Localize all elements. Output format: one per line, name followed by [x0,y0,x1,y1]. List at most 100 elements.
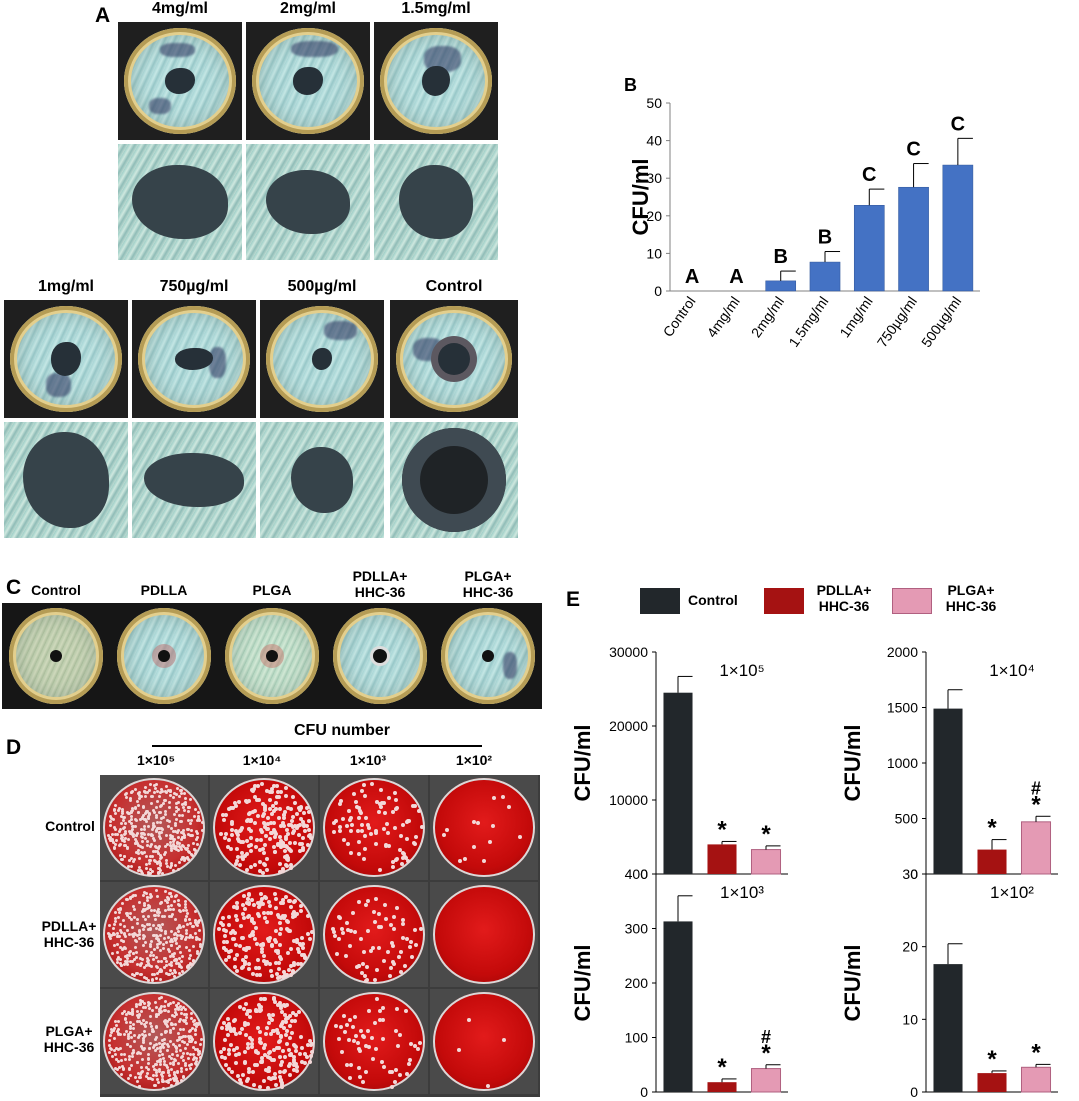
bar [707,844,737,874]
agar-plate-photo [118,22,242,140]
significance-letter: C [951,113,965,135]
legend-label: PLGA+ HHC-36 [945,582,997,614]
significance-asterisk: * [1031,791,1041,818]
dilution-label: 1×10⁴ [242,752,282,768]
panel-label-c: C [6,576,22,599]
concentration-label: 1mg/ml [37,278,94,295]
concentration-label: 500µg/ml [287,278,357,295]
significance-letter: B [773,246,787,268]
blood-agar-plate-photo [320,882,428,987]
y-tick-label: 30 [646,170,662,186]
y-tick-label: 0 [910,866,918,880]
chart-title: 1×10³ [720,883,764,902]
y-tick-label: 100 [625,1030,649,1046]
x-tick-label: 750µg/ml [874,294,920,351]
panel-c-photo-strip [2,603,542,709]
agar-plate-photo [132,300,256,418]
x-tick-label: 2mg/ml [748,294,787,341]
agar-plate-photo [436,603,540,709]
y-axis-label: CFU/ml [840,725,865,802]
blood-agar-plate-photo [100,882,208,987]
group-label: PDLLA+ HHC-36 [41,918,97,950]
dilution-label: 1×10² [455,752,493,768]
y-tick-label: 20 [646,208,662,224]
y-tick-label: 0 [640,1084,648,1098]
chart-title: 1×10² [990,883,1034,902]
bar [898,186,929,292]
zone-closeup-photo [4,422,128,538]
y-tick-label: 400 [625,866,649,882]
material-label: PLGA [252,582,292,598]
y-tick-label: 10000 [609,792,648,808]
concentration-label: 750µg/ml [159,278,229,295]
bar [933,964,963,1092]
significance-asterisk: * [761,821,771,848]
bar [1020,821,1052,875]
material-label: PDLLA [140,582,188,598]
cfu-header-line [152,745,482,747]
significance-hash: # [761,1027,771,1047]
y-tick-label: 0 [640,866,648,880]
legend-swatch-pdlla [764,588,804,614]
y-axis-label: CFU/ml [628,159,653,236]
x-tick-label: 500µg/ml [918,294,964,351]
legend: Control PDLLA+ HHC-36 PLGA+ HHC-36 [640,580,1060,626]
chart-title: 1×10⁵ [719,661,764,680]
concentration-label: 1.5mg/ml [401,0,471,17]
concentration-label: Control [425,278,483,295]
y-tick-label: 40 [646,133,662,149]
blood-agar-plate-photo [210,989,318,1094]
bar [707,1082,737,1092]
blood-agar-plate-photo [100,989,208,1094]
group-label: Control [45,818,95,834]
blood-agar-plate-photo [320,775,428,880]
blood-agar-plate-photo [210,775,318,880]
blood-agar-plate-photo [210,882,318,987]
zone-closeup-photo [118,144,242,260]
panel-label-d: D [6,736,22,759]
x-tick-label: 1mg/ml [836,294,875,341]
x-tick-label: 4mg/ml [703,294,742,341]
significance-asterisk: * [761,1040,771,1067]
zone-closeup-photo [132,422,256,538]
zone-closeup-photo [260,422,384,538]
y-tick-label: 10 [646,245,662,261]
agar-plate-photo [4,300,128,418]
y-tick-label: 1000 [887,755,918,771]
significance-asterisk: * [1031,1039,1041,1066]
agar-plate-photo [4,603,108,709]
material-label: Control [31,582,81,598]
zone-closeup-photo [246,144,370,260]
y-tick-label: 0 [910,1084,918,1098]
x-tick-label: 1.5mg/ml [785,294,831,350]
bar [1020,1066,1052,1093]
significance-letter: C [906,139,920,161]
chart-panel-e-1e2: 0 10 20 30 CFU/ml 1×10² * * [840,866,1058,1098]
significance-asterisk: * [717,1054,727,1081]
agar-plate-photo [260,300,384,418]
blood-agar-plate-photo [430,882,538,987]
panel-label-b: B [624,75,637,95]
bar [942,164,974,292]
significance-letter: B [818,227,832,249]
group-label: PLGA+ HHC-36 [43,1023,95,1055]
chart-panel-e-1e5: 0 10000 20000 30000 CFU/ml 1×10⁵ * * [570,644,788,880]
dilution-label: 1×10⁵ [136,752,176,768]
material-label: PLGA+ HHC-36 [462,568,514,600]
legend-swatch-control [640,588,680,614]
blood-agar-plate-photo [430,989,538,1094]
chart-title: 1×10⁴ [989,661,1035,680]
y-tick-label: 200 [625,975,649,991]
panel-label-e: E [566,588,581,611]
significance-asterisk: * [717,816,727,843]
cfu-number-header: CFU number [294,722,390,739]
bar [750,849,782,875]
material-label: PDLLA+ HHC-36 [352,568,408,600]
legend-label: Control [688,592,738,608]
chart-panel-b: 01020304050CFU/mlAControlA4mg/mlB2mg/mlB… [624,75,980,351]
zone-closeup-photo [390,422,518,538]
y-tick-label: 20000 [609,718,648,734]
y-axis-label: CFU/ml [570,945,595,1022]
